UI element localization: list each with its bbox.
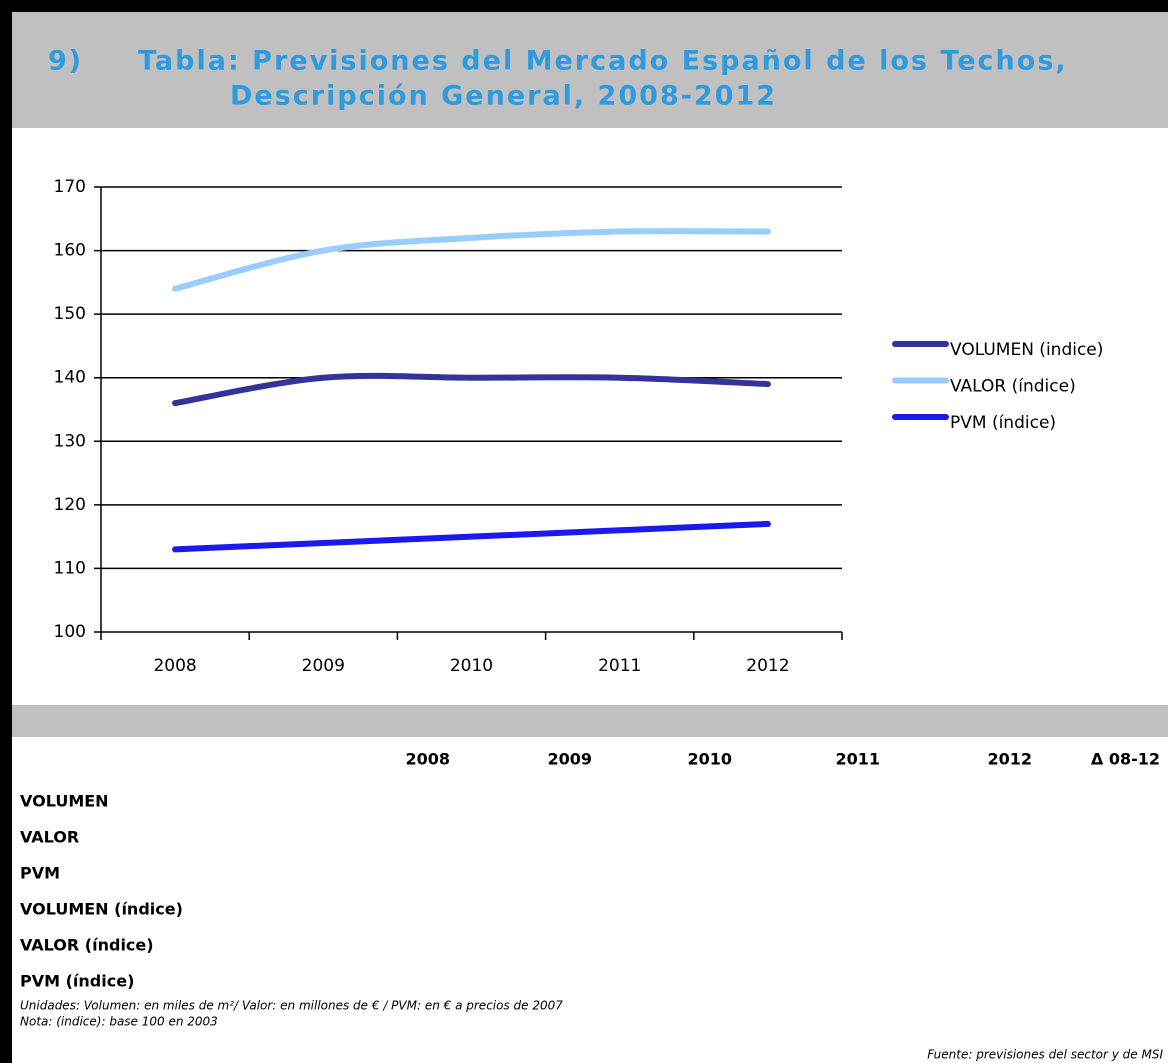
- row-label: PVM (índice): [20, 972, 134, 991]
- column-header: 2012: [987, 750, 1032, 769]
- legend-label: VOLUMEN (indice): [950, 340, 1103, 360]
- y-tick-label: 110: [54, 558, 86, 578]
- x-tick-label: 2011: [598, 656, 641, 676]
- column-header: 2008: [405, 750, 450, 769]
- y-tick-label: 120: [54, 495, 86, 515]
- row-label: PVM: [20, 864, 60, 883]
- header-band: [12, 12, 1168, 128]
- column-header: Δ 08-12: [1091, 750, 1160, 769]
- header-title: Tabla: Previsiones del Mercado Español d…: [138, 46, 1068, 77]
- note: Nota: (indice): base 100 en 2003: [20, 1015, 218, 1029]
- y-tick-label: 170: [54, 177, 86, 197]
- y-tick-label: 130: [54, 431, 86, 451]
- series-line: [172, 228, 771, 292]
- legend-label: VALOR (índice): [950, 377, 1076, 397]
- chart: 100 110 120 130 140 150 160 170 2008 2009 2010 2011…: [54, 177, 1104, 676]
- x-tick-label: 2010: [450, 656, 493, 676]
- series-line: [172, 372, 771, 407]
- column-header: 2009: [547, 750, 592, 769]
- row-label: VOLUMEN: [20, 792, 109, 811]
- column-header: 2011: [835, 750, 880, 769]
- header-title: Descripción General, 2008-2012: [230, 81, 777, 112]
- y-tick-label: 160: [54, 241, 86, 261]
- column-header: 2010: [687, 750, 732, 769]
- left-border: [0, 0, 12, 1063]
- note: Unidades: Volumen: en miles de m²/ Valor…: [20, 999, 563, 1013]
- y-tick-label: 150: [54, 304, 86, 324]
- x-tick-label: 2012: [746, 656, 789, 676]
- x-tick-label: 2009: [302, 656, 345, 676]
- header-number: 9): [48, 46, 83, 77]
- row-label: VALOR: [20, 828, 79, 847]
- row-label: VOLUMEN (índice): [20, 900, 183, 919]
- x-tick-label: 2008: [153, 656, 196, 676]
- y-tick-label: 140: [54, 368, 86, 388]
- source: Fuente: previsiones del sector y de MSI: [927, 1048, 1163, 1062]
- table: 2008 2009 2010 2011 2012 Δ 08-12 VOLUMEN VALOR P…: [20, 750, 1160, 991]
- row-label: VALOR (índice): [20, 936, 154, 955]
- series-line: [172, 520, 771, 553]
- y-tick-label: 100: [54, 622, 86, 642]
- table-band: [12, 705, 1168, 737]
- legend-label: PVM (índice): [950, 413, 1056, 433]
- top-border: [0, 0, 1168, 12]
